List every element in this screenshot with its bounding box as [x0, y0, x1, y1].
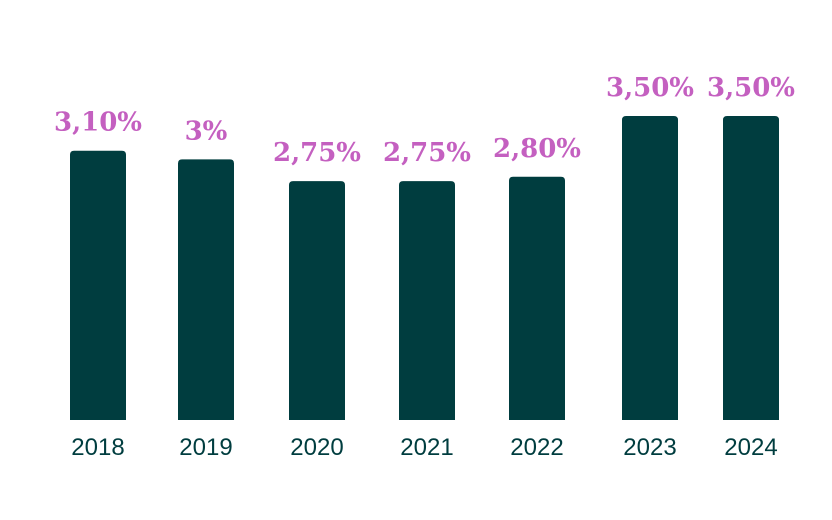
tick-label-2021: 2021	[400, 434, 453, 461]
value-label-2018: 3,10%	[54, 108, 142, 138]
tick-label-2019: 2019	[179, 434, 232, 461]
bar-2024	[723, 116, 779, 420]
value-label-2019: 3%	[185, 116, 228, 146]
value-label-2023: 3,50%	[606, 73, 694, 103]
bar-2019	[178, 159, 234, 420]
bar-2023	[622, 116, 678, 420]
tick-label-2022: 2022	[510, 434, 563, 461]
x-axis-tick-labels: 2018 2019 2020 2021 2022 2023 2024	[71, 434, 777, 461]
value-label-2021: 2,75%	[383, 138, 471, 168]
value-labels-group: 3,10% 3% 2,75% 2,75% 2,80% 3,50% 3,50%	[54, 73, 795, 168]
bar-2022	[509, 176, 565, 420]
tick-label-2024: 2024	[724, 434, 777, 461]
bar-2020	[289, 181, 345, 420]
tick-label-2018: 2018	[71, 434, 124, 461]
value-label-2024: 3,50%	[707, 73, 795, 103]
tick-label-2020: 2020	[290, 434, 343, 461]
value-label-2020: 2,75%	[273, 138, 361, 168]
bar-2018	[70, 150, 126, 420]
bars-group	[70, 116, 779, 420]
value-label-2022: 2,80%	[493, 134, 581, 164]
tick-label-2023: 2023	[623, 434, 676, 461]
bar-2021	[399, 181, 455, 420]
